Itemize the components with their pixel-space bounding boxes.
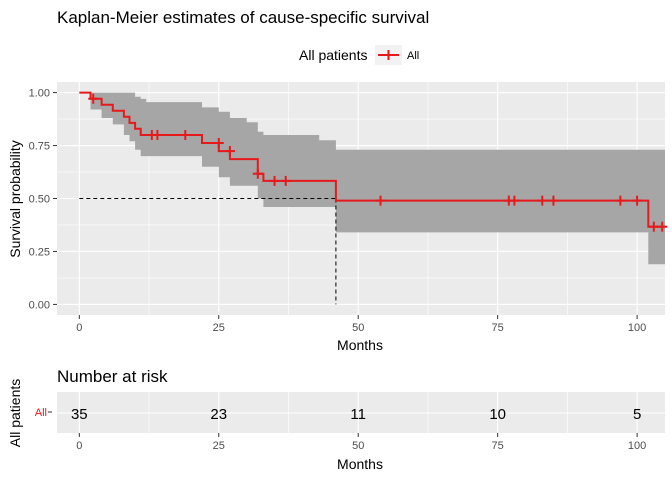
censor-mark <box>548 195 559 206</box>
risk-x-tick-label: 100 <box>628 440 646 452</box>
x-axis-ticks: 0 25 50 75 100 <box>76 315 646 334</box>
risk-table-title: Number at risk <box>57 367 168 386</box>
x-axis-title: Months <box>337 337 383 353</box>
y-tick-label: 0.75 <box>29 141 50 153</box>
x-tick-label: 50 <box>352 322 364 334</box>
censor-mark <box>537 195 548 206</box>
y-tick-label: 1.00 <box>29 88 50 100</box>
survival-plot-panel: 0.00 0.25 0.50 0.75 1.00 0 25 50 75 100 Months S… <box>7 82 668 353</box>
risk-x-tick-label: 75 <box>492 440 504 452</box>
censor-marks <box>88 93 668 232</box>
x-tick-label: 100 <box>628 322 646 334</box>
censor-mark <box>280 175 291 186</box>
risk-table-values: 35 23 11 10 5 <box>71 406 641 423</box>
risk-table-x-ticks: 0 25 50 75 100 <box>76 433 646 452</box>
risk-count: 23 <box>210 406 227 423</box>
survival-curve <box>79 91 665 228</box>
censor-mark <box>213 138 224 149</box>
survival-curve-line <box>79 91 665 228</box>
x-tick-label: 25 <box>213 322 225 334</box>
y-tick-label: 0.00 <box>29 299 50 311</box>
confidence-band <box>79 92 666 265</box>
legend-title: All patients <box>299 47 367 63</box>
risk-count: 35 <box>71 406 88 423</box>
risk-x-tick-label: 50 <box>352 440 364 452</box>
y-axis-ticks: 0.00 0.25 0.50 0.75 1.00 <box>29 88 57 311</box>
censor-mark <box>269 175 280 186</box>
x-tick-label: 75 <box>492 322 504 334</box>
x-tick-label: 0 <box>76 322 82 334</box>
risk-count: 5 <box>633 406 641 423</box>
censor-mark <box>375 195 386 206</box>
censor-mark <box>632 195 643 206</box>
censor-mark <box>152 129 163 140</box>
risk-x-tick-label: 0 <box>76 440 82 452</box>
censor-mark <box>252 168 263 179</box>
median-survival-lines <box>79 198 337 305</box>
y-tick-label: 0.25 <box>29 246 50 258</box>
censor-mark <box>224 146 235 157</box>
censor-mark <box>509 195 520 206</box>
risk-x-tick-label: 25 <box>213 440 225 452</box>
risk-x-axis-title: Months <box>337 456 383 472</box>
censor-mark <box>648 221 659 232</box>
risk-count: 11 <box>350 406 366 423</box>
censor-mark <box>615 195 626 206</box>
legend: All patients All <box>299 45 419 65</box>
censor-mark <box>180 129 191 140</box>
risk-table-panel: Number at risk 35 23 11 10 5 0 25 50 75 100 All … <box>7 367 665 472</box>
risk-strata-label: All <box>35 407 47 419</box>
y-tick-label: 0.50 <box>29 194 50 206</box>
y-axis-title: Survival probability <box>7 140 23 258</box>
risk-count: 10 <box>489 406 506 423</box>
risk-table-gridlines <box>57 392 665 433</box>
confidence-band-area <box>79 92 666 265</box>
censor-mark <box>88 93 99 104</box>
censor-mark <box>657 221 668 232</box>
chart-title: Kaplan-Meier estimates of cause-specific… <box>57 8 429 27</box>
legend-entry-all: All <box>407 50 419 62</box>
risk-y-axis-title: All patients <box>7 379 23 447</box>
